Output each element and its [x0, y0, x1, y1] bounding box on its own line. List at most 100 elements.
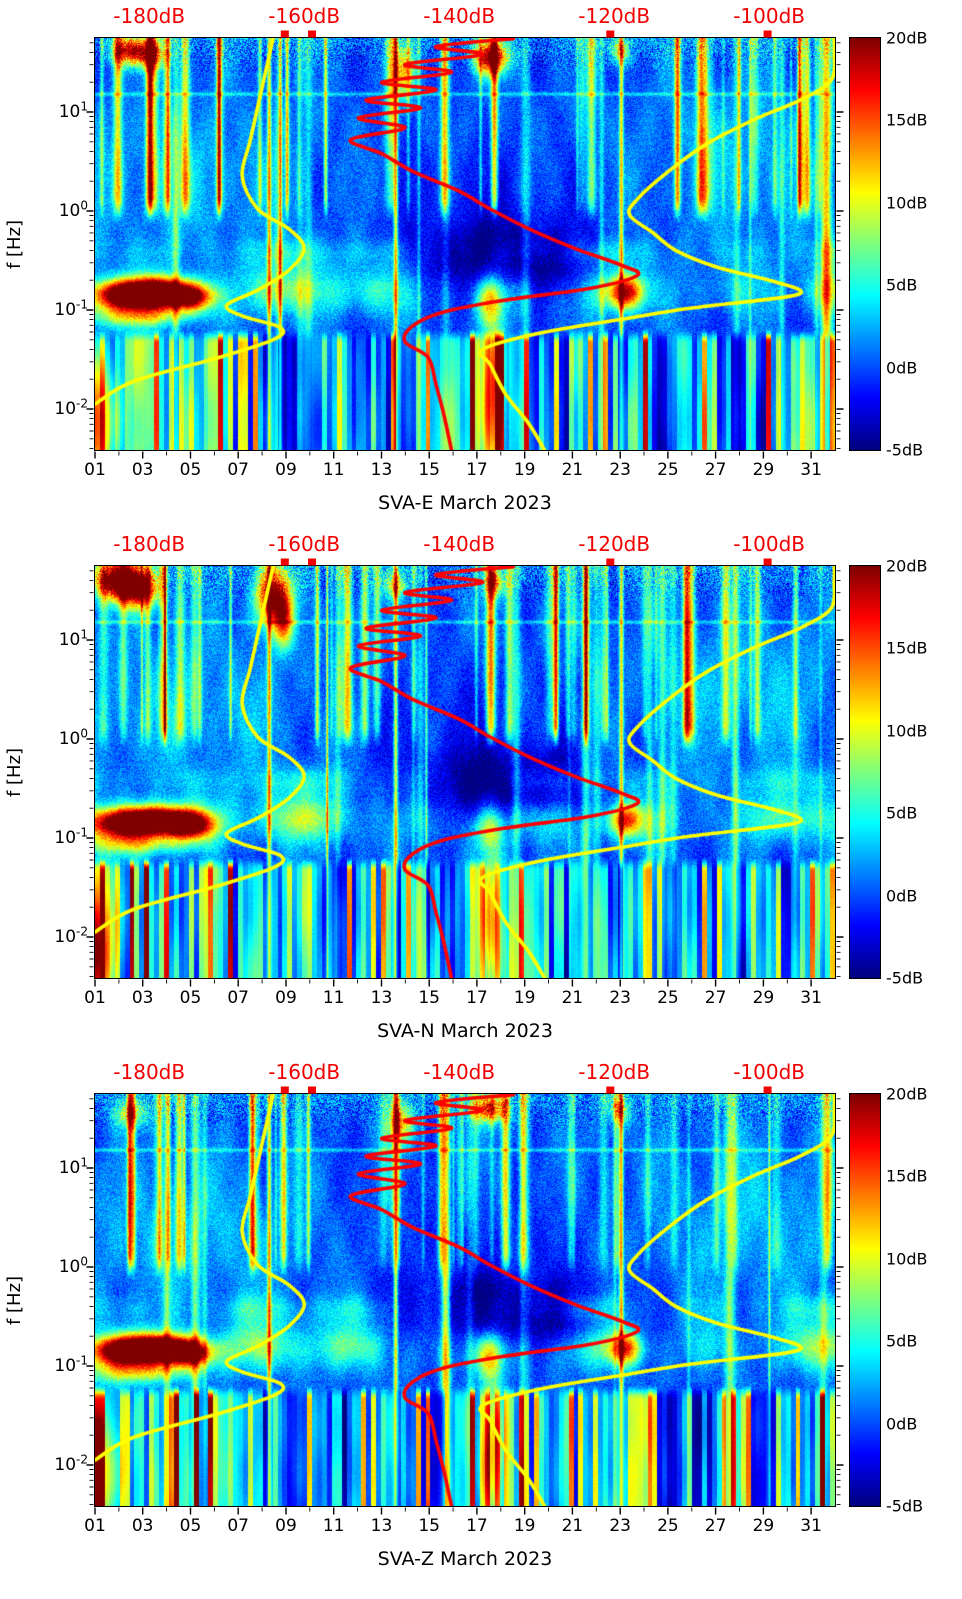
x-tick-label: 07	[227, 1516, 250, 1536]
x-tick-label: 01	[84, 460, 106, 480]
y-axis-label-text: f [Hz]	[4, 1275, 26, 1325]
top-db-label: -180dB	[113, 532, 186, 556]
x-tick-label: 25	[657, 460, 679, 480]
x-tick-label: 17	[466, 988, 488, 1008]
x-tick-label: 11	[322, 988, 345, 1008]
colorbar	[849, 36, 881, 451]
colorbar-gradient	[850, 565, 880, 978]
top-db-label: -180dB	[113, 1060, 186, 1084]
x-tick-label: 15	[418, 460, 441, 480]
x-tick-label: 25	[657, 988, 679, 1008]
colorbar-tick-label: 0dB	[886, 886, 918, 906]
spectrogram-canvas	[93, 1092, 836, 1507]
colorbar-tick-labels: 20dB 15dB 10dB 5dB 0dB -5dB	[886, 557, 958, 988]
y-tick-label: 101	[58, 99, 88, 123]
colorbar	[849, 564, 881, 979]
colorbar-tick-label: -5dB	[886, 968, 924, 988]
x-tick-label: 13	[370, 1516, 393, 1536]
x-tick-label: 03	[131, 460, 154, 480]
x-tick-label: 03	[131, 1516, 154, 1536]
colorbar-tick-label: 15dB	[886, 110, 928, 130]
y-tick-label: 10-1	[54, 1353, 88, 1377]
x-tick-label: 29	[752, 1516, 775, 1536]
colorbar-tick-label: 5dB	[886, 803, 918, 823]
x-tick-labels: 01 03 05 07 09 11 13 15 17 19 21 23 25 27 29 31	[84, 460, 835, 482]
x-tick-label: 31	[800, 1516, 822, 1536]
colorbar-tick-label: 10dB	[886, 193, 928, 213]
x-tick-label: 21	[561, 1516, 584, 1536]
y-axis-label-text: f [Hz]	[4, 219, 26, 269]
x-tick-label: 29	[752, 460, 775, 480]
colorbar-tick-label: 15dB	[886, 638, 928, 658]
x-tick-label: 21	[561, 988, 584, 1008]
y-tick-labels: 101 100 10-1 10-2	[30, 565, 88, 980]
top-db-label: -160dB	[268, 532, 341, 556]
colorbar	[849, 1092, 881, 1507]
y-axis-label: f [Hz]	[2, 37, 28, 452]
colorbar-tick-label: -5dB	[886, 440, 924, 460]
y-axis-label: f [Hz]	[2, 565, 28, 980]
colorbar-tick-label: 10dB	[886, 1249, 928, 1269]
y-tick-label: 10-2	[54, 1452, 88, 1476]
y-tick-label: 101	[58, 1155, 88, 1179]
x-tick-label: 17	[466, 460, 488, 480]
top-db-label: -120dB	[578, 4, 651, 28]
colorbar-tick-label: 0dB	[886, 1414, 918, 1434]
x-tick-labels: 01 03 05 07 09 11 13 15 17 19 21 23 25 27 29 31	[84, 988, 835, 1010]
x-tick-label: 27	[704, 460, 727, 480]
y-tick-label: 10-2	[54, 924, 88, 948]
top-db-label: -100dB	[733, 4, 805, 28]
x-tick-label: 19	[513, 988, 536, 1008]
colorbar-tick-labels: 20dB 15dB 10dB 5dB 0dB -5dB	[886, 29, 958, 460]
colorbar-tick-label: 5dB	[886, 1331, 918, 1351]
top-db-label: -140dB	[423, 1060, 496, 1084]
x-tick-label: 09	[275, 1516, 297, 1536]
top-db-label: -140dB	[423, 532, 496, 556]
x-tick-label: 05	[179, 460, 202, 480]
x-tick-label: 11	[322, 460, 345, 480]
x-tick-label: 13	[370, 988, 393, 1008]
x-tick-label: 01	[84, 1516, 106, 1536]
x-tick-label: 15	[418, 988, 441, 1008]
x-tick-label: 27	[704, 988, 727, 1008]
y-tick-labels: 101 100 10-1 10-2	[30, 37, 88, 452]
spectrogram-canvas	[93, 564, 836, 979]
colorbar-tick-label: 20dB	[886, 556, 928, 576]
y-axis-label-text: f [Hz]	[4, 747, 26, 797]
y-tick-label: 100	[58, 1254, 88, 1278]
x-tick-label: 15	[418, 1516, 441, 1536]
x-tick-label: 19	[513, 460, 536, 480]
y-tick-label: 10-1	[54, 297, 88, 321]
x-tick-label: 23	[609, 460, 632, 480]
x-tick-label: 21	[561, 460, 584, 480]
x-tick-label: 09	[275, 460, 297, 480]
x-tick-label: 09	[275, 988, 297, 1008]
colorbar-gradient	[850, 1093, 880, 1506]
panel-title: SVA-Z March 2023	[377, 1548, 553, 1570]
spectrogram-panel: -180dB -160dB -140dB -120dB -100dB f [Hz] 10…	[0, 528, 962, 1056]
x-tick-labels: 01 03 05 07 09 11 13 15 17 19 21 23 25 27 29 31	[84, 1516, 835, 1538]
y-tick-label: 101	[58, 627, 88, 651]
y-axis-label: f [Hz]	[2, 1093, 28, 1508]
x-tick-label: 23	[609, 1516, 632, 1536]
colorbar-tick-label: 20dB	[886, 1084, 928, 1104]
colorbar-tick-label: 0dB	[886, 358, 918, 378]
y-tick-label: 10-2	[54, 396, 88, 420]
y-tick-labels: 101 100 10-1 10-2	[30, 1093, 88, 1508]
colorbar-tick-labels: 20dB 15dB 10dB 5dB 0dB -5dB	[886, 1085, 958, 1516]
x-tick-label: 05	[179, 988, 202, 1008]
colorbar-tick-label: 10dB	[886, 721, 928, 741]
top-db-label: -120dB	[578, 532, 651, 556]
top-db-axis: -180dB -160dB -140dB -120dB -100dB	[95, 1060, 835, 1088]
top-db-label: -100dB	[733, 532, 805, 556]
x-tick-label: 31	[800, 988, 822, 1008]
x-tick-label: 23	[609, 988, 632, 1008]
panel-title: SVA-N March 2023	[377, 1020, 553, 1042]
x-tick-label: 01	[84, 988, 106, 1008]
x-tick-label: 19	[513, 1516, 536, 1536]
y-tick-label: 10-1	[54, 825, 88, 849]
x-tick-label: 31	[800, 460, 822, 480]
y-tick-label: 100	[58, 726, 88, 750]
x-tick-label: 11	[322, 1516, 345, 1536]
